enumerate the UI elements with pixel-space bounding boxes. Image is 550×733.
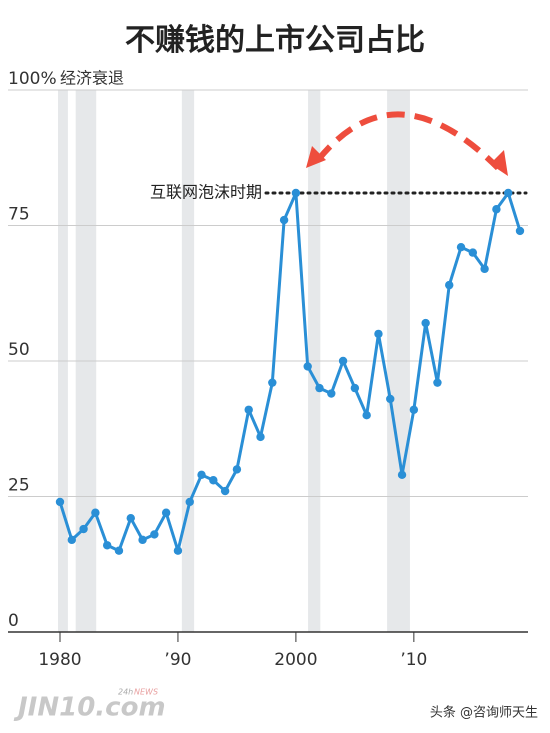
point <box>256 432 265 442</box>
credit: 头条 @咨询师天生 <box>430 705 538 721</box>
x-tick-label: 1980 <box>38 650 81 670</box>
point <box>386 394 395 404</box>
logo-tag: NEWS <box>134 688 158 697</box>
y-tick-label: 100% <box>8 69 57 89</box>
x-tick-label: 2000 <box>274 650 317 670</box>
point <box>374 329 383 339</box>
point <box>220 486 230 496</box>
point <box>433 378 442 387</box>
y-tick-label: 25 <box>8 476 30 496</box>
point <box>504 188 513 198</box>
point <box>279 215 289 225</box>
point <box>102 541 112 550</box>
point <box>445 280 454 290</box>
recession-label: 经济衰退 <box>60 69 124 88</box>
point <box>185 497 194 507</box>
point <box>409 405 419 414</box>
reference-label: 互联网泡沫时期 <box>150 182 262 201</box>
logo-tag: 24h <box>118 688 133 697</box>
point <box>138 535 147 545</box>
point <box>315 383 324 393</box>
point <box>492 205 501 214</box>
point <box>232 465 242 474</box>
point <box>268 378 277 387</box>
point <box>91 508 100 517</box>
y-tick-label: 0 <box>8 611 19 631</box>
logo: JIN10.com <box>13 693 166 723</box>
chart-title: 不赚钱的上市公司占比 <box>125 23 425 58</box>
y-tick-label: 50 <box>8 340 30 360</box>
x-tick-label: ’90 <box>164 650 191 670</box>
arrow <box>306 111 508 176</box>
point <box>244 405 253 414</box>
point <box>197 470 206 480</box>
point <box>55 497 65 507</box>
point <box>515 226 525 236</box>
point <box>291 188 301 198</box>
point <box>421 318 430 328</box>
point <box>126 513 135 523</box>
point <box>468 248 478 257</box>
line <box>58 191 522 553</box>
point <box>161 508 171 517</box>
point <box>350 383 360 393</box>
point <box>114 546 124 555</box>
point <box>79 524 88 534</box>
point <box>327 389 336 398</box>
point <box>480 264 489 274</box>
y-tick-label: 75 <box>8 205 30 225</box>
point <box>150 530 159 539</box>
point <box>173 546 183 555</box>
point <box>338 356 348 366</box>
x-tick-label: ’10 <box>400 650 427 670</box>
point <box>397 470 407 480</box>
point <box>362 411 371 420</box>
point <box>303 362 312 371</box>
point <box>456 242 466 252</box>
point <box>67 535 76 545</box>
point <box>209 476 218 485</box>
